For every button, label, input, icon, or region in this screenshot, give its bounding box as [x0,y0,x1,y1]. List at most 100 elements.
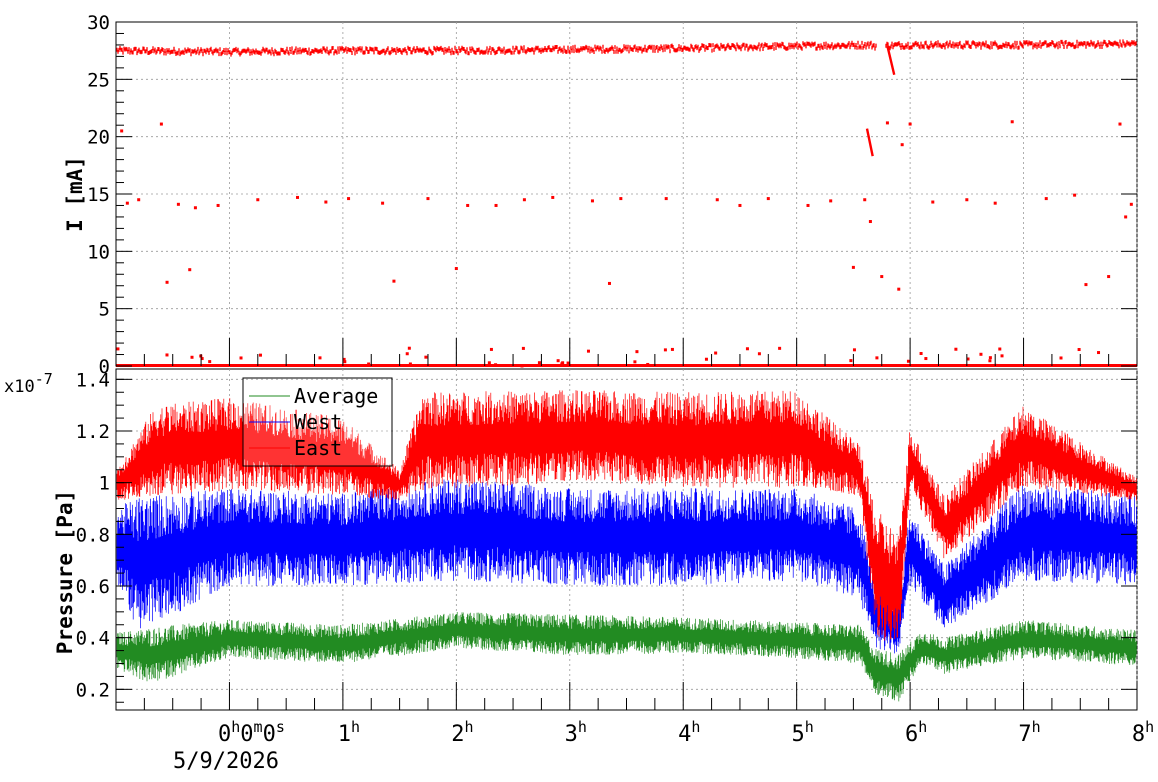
current-outlier-point [381,201,385,205]
time-x-tick-label: 5h [792,718,814,747]
current-outlier-point [1107,275,1111,279]
current-outlier-point [919,351,923,355]
current-outlier-point [551,195,555,199]
exponent-power: -7 [35,370,53,388]
current-outlier-point [566,361,570,365]
current-outlier-point [715,198,719,202]
current-outlier-point [487,361,491,365]
current-outlier-point [897,287,901,291]
legend-label-east: East [294,436,342,460]
current-outlier-point [343,360,347,364]
current-outlier-point [1000,354,1004,358]
current-outlier-point [852,348,856,352]
current-outlier-point [633,360,637,364]
current-outlier-point [453,363,457,367]
current-outlier-point [125,201,129,205]
time-x-tick-label: 3h [565,718,587,747]
current-outlier-point [1077,348,1081,352]
current-outlier-point [521,346,525,350]
pressure-series-west [116,479,1137,654]
pressure-panel: 0.2 0.4 0.6 0.8 1 1.2 1.4 0h0m0s 1h 2h 3h 4h 5h 6h 7h… [4,338,1154,774]
time-x-tick-label: 4h [678,718,700,747]
pressure-y-tick-label: 0.6 [76,576,110,598]
current-outlier-point [607,281,611,285]
current-outlier-point [664,197,668,201]
current-outlier-point [208,360,212,364]
current-outlier-point [906,359,910,363]
current-outlier-point [556,359,560,363]
pressure-series-average [116,612,1137,702]
current-outlier-point [998,347,1002,351]
current-outlier-point [256,198,260,202]
pressure-y-tick-label: 1.4 [76,369,110,391]
pressure-y-axis: 0.2 0.4 0.6 0.8 1 1.2 1.4 [76,369,1137,703]
time-x-tick-label: 7h [1018,718,1040,747]
current-outlier-point [778,346,782,350]
current-outlier-point [924,357,928,361]
current-outlier-point [1084,283,1088,287]
current-outlier-point [586,349,590,353]
current-outlier-point [619,197,623,201]
pressure-y-tick-label: 1 [99,473,110,495]
current-outlier-point [367,362,371,366]
current-outlier-point [494,363,498,367]
current-y-tick-label: 0 [99,356,110,378]
current-outlier-point [738,203,742,207]
current-outlier-point [466,203,470,207]
current-y-axis: 0 5 10 15 20 25 30 [87,12,1137,378]
current-y-tick-label: 15 [87,184,110,206]
current-drop-segment [886,45,896,76]
current-outlier-point [988,359,992,363]
current-outlier-point [806,203,810,207]
current-outlier-point [424,355,428,359]
current-outlier-point [405,352,409,356]
current-outlier-point [1118,122,1122,126]
current-outlier-point [714,351,718,355]
legend-label-average: Average [294,384,378,408]
current-outlier-point [908,122,912,126]
current-outlier-point [635,350,639,354]
current-y-tick-label: 5 [99,299,110,321]
current-outlier-point [745,347,749,351]
current-outlier-point [670,347,674,351]
current-outlier-point [757,352,761,356]
current-outlier-point [1097,351,1101,355]
current-y-tick-label: 20 [87,127,110,149]
current-outlier-point [537,361,541,365]
current-outlier-point [885,121,889,125]
current-outlier-point [193,206,197,210]
pressure-exponent-label: x10-7 [4,370,53,397]
pressure-y-axis-title: Pressure [Pa] [53,490,77,654]
current-outlier-point [342,357,346,361]
current-outlier-point [1010,120,1014,124]
current-outlier-point [766,197,770,201]
pressure-y-tick-label: 1.2 [76,421,110,443]
current-panel: 0 5 10 15 20 25 30 I [mA] [63,12,1138,378]
exponent-base: x10 [4,377,35,397]
current-outlier-point [159,122,163,126]
current-outlier-point [900,143,904,147]
current-outlier-point [347,197,351,201]
current-outlier-point [137,198,141,202]
pressure-y-tick-label: 0.8 [76,524,110,546]
current-y-axis-title: I [mA] [63,156,87,232]
current-outlier-point [296,195,300,199]
current-outlier-point [875,356,879,360]
current-outlier-point [1129,202,1133,206]
current-outlier-point [494,203,498,207]
current-outlier-point [324,200,328,204]
current-outlier-point [880,275,884,279]
current-outlier-point [392,279,396,283]
current-outlier-point [116,347,120,351]
time-x-tick-label: 0h0m0s [218,718,285,747]
time-x-tick-label: 8h [1132,718,1154,747]
current-outlier-point [190,355,194,359]
current-outlier-point [851,265,855,269]
current-outlier-point [663,348,667,352]
current-outlier-point [318,356,322,360]
current-outlier-point [965,198,969,202]
current-outlier-point [868,220,872,224]
legend-label-west: West [294,410,342,434]
current-outlier-point [489,347,493,351]
